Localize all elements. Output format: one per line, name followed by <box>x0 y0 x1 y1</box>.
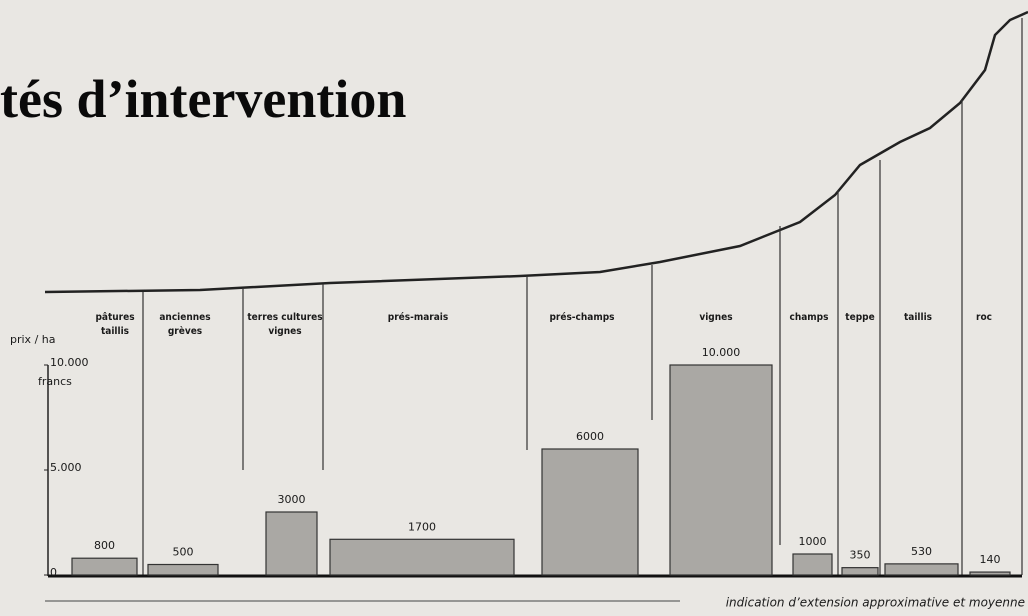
category-label: terres cultures vignes <box>240 311 330 339</box>
bar <box>670 365 772 575</box>
bar <box>72 558 137 575</box>
category-label: prés-marais <box>378 311 458 325</box>
category-label: pâtures taillis <box>90 311 140 339</box>
value-label: 6000 <box>576 430 604 443</box>
y-tick-label: 10.000 <box>50 356 89 369</box>
bar <box>842 568 878 575</box>
y-unit: francs <box>38 375 72 388</box>
category-label: teppe <box>840 311 880 325</box>
category-label: anciennes grèves <box>150 311 220 339</box>
page: prix / ha francs indication d’extension … <box>0 0 1028 616</box>
y-tick-label: 0 <box>50 566 57 579</box>
bar <box>793 554 832 575</box>
bar <box>542 449 638 575</box>
category-label: prés-champs <box>537 311 627 325</box>
category-label: taillis <box>893 311 943 325</box>
bar <box>148 565 218 576</box>
bar <box>330 539 514 575</box>
value-label: 10.000 <box>702 346 741 359</box>
value-label: 800 <box>94 539 115 552</box>
category-label: champs <box>784 311 834 325</box>
y-tick-label: 5.000 <box>50 461 82 474</box>
value-label: 500 <box>173 546 194 559</box>
title: tés d’intervention <box>0 68 406 130</box>
value-label: 350 <box>850 549 871 562</box>
category-label: vignes <box>676 311 756 325</box>
value-label: 1700 <box>408 520 436 533</box>
value-label: 3000 <box>278 493 306 506</box>
value-label: 1000 <box>799 535 827 548</box>
value-label: 140 <box>980 553 1001 566</box>
y-label: prix / ha <box>10 333 55 346</box>
value-label: 530 <box>911 545 932 558</box>
bar <box>266 512 317 575</box>
bar <box>970 572 1010 575</box>
bar <box>885 564 958 575</box>
note: indication d’extension approximative et … <box>726 596 1025 610</box>
category-label: roc <box>964 311 1004 325</box>
